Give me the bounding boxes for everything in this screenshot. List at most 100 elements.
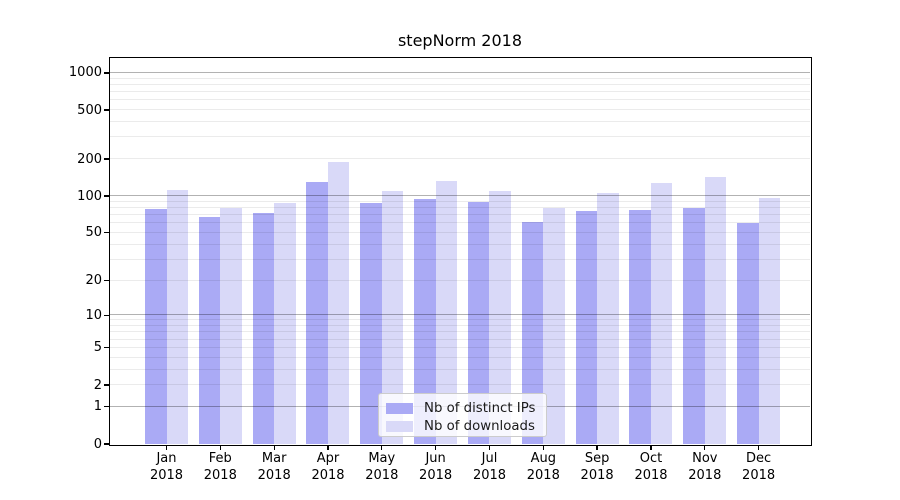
gridline-minor-2 [110,384,810,385]
gridline-minor-500 [110,109,810,111]
x-tick-mark-nov [704,445,706,450]
y-tick-label-0: 0 [93,436,102,452]
gridline-minor-200 [110,158,810,160]
bar-ips-apr [306,182,328,444]
y-tick-label-1: 1 [93,399,102,415]
x-tick-mark-may [381,445,383,450]
x-tick-mark-sep [596,445,598,450]
bar-ips-mar [252,212,275,444]
bar-downloads-nov [704,177,727,444]
gridline-minor-800 [110,83,810,85]
x-tick-label-mar: Mar 2018 [257,451,291,483]
gridline-major-10 [110,314,810,316]
y-tick-mark-500 [104,109,109,111]
gridline-minor-400 [110,121,810,122]
x-tick-label-oct: Oct 2018 [634,451,668,483]
y-tick-label-20: 20 [85,273,102,288]
gridline-minor-70 [110,214,810,215]
gridline-minor-3 [110,368,810,370]
x-tick-mark-dec [757,445,760,450]
x-tick-label-may: May 2018 [365,451,399,483]
bar-downloads-aug [543,208,565,444]
legend: Nb of distinct IPs Nb of downloads [378,393,547,437]
legend-label-downloads: Nb of downloads [424,418,535,434]
x-tick-label-jan: Jan 2018 [149,451,184,483]
gridline-minor-300 [110,136,810,138]
bars-layer [110,58,810,444]
gridline-major-100 [110,194,810,197]
y-tick-label-10: 10 [85,307,102,323]
gridline-minor-50 [110,231,810,233]
gridline-minor-9 [110,319,810,321]
bar-downloads-feb [220,208,242,444]
y-tick-mark-50 [104,232,109,234]
y-tick-label-5: 5 [93,340,102,356]
bar-ips-oct [629,210,651,444]
bar-downloads-mar [274,202,296,444]
x-tick-label-nov: Nov 2018 [688,451,722,483]
y-tick-mark-10 [104,314,109,316]
x-tick-mark-jan [165,445,168,450]
bar-ips-jun [414,199,436,444]
bar-downloads-jan [166,189,188,444]
y-tick-mark-0 [104,443,109,445]
x-tick-mark-oct [650,445,652,450]
legend-label-distinct-ips: Nb of distinct IPs [424,400,536,416]
gridline-major-1000 [110,71,810,73]
x-tick-mark-jul [488,445,491,450]
bar-ips-dec [737,223,759,444]
bar-downloads-oct [650,183,673,444]
legend-swatch-distinct-ips [386,402,413,414]
gridline-minor-30 [110,258,810,260]
y-tick-label-200: 200 [77,151,102,167]
y-tick-mark-200 [104,158,109,160]
gridline-minor-6 [110,338,810,340]
gridline-minor-90 [110,200,810,202]
y-tick-mark-5 [104,347,109,349]
bar-downloads-jul [489,190,511,444]
bar-downloads-sep [597,192,619,444]
bar-downloads-apr [327,161,350,444]
chart-title: stepNorm 2018 [397,31,523,50]
legend-item-distinct-ips: Nb of distinct IPs [386,400,546,416]
gridline-minor-8 [110,325,810,326]
bar-ips-aug [521,222,544,444]
legend-item-downloads: Nb of downloads [386,418,546,434]
x-tick-label-jun: Jun 2018 [419,451,453,483]
gridline-minor-80 [110,207,810,208]
gridline-minor-5 [110,346,810,348]
bar-ips-jan [145,209,167,444]
gridline-minor-700 [110,91,810,92]
x-tick-label-jul: Jul 2018 [472,451,507,483]
y-tick-label-2: 2 [93,377,102,393]
y-tick-mark-2 [104,384,109,386]
plot-area [108,56,812,446]
gridline-minor-900 [110,77,810,79]
x-tick-mark-mar [273,445,275,450]
bar-ips-feb [198,217,221,444]
y-tick-mark-1000 [104,72,109,74]
bar-ips-sep [575,211,598,444]
x-tick-label-apr: Apr 2018 [311,451,345,483]
grid-layer [110,58,810,444]
y-tick-label-1000: 1000 [68,65,102,81]
x-tick-label-dec: Dec 2018 [742,451,776,483]
bar-downloads-may [381,190,404,444]
bar-downloads-dec [758,198,781,444]
x-tick-label-aug: Aug 2018 [526,451,560,483]
gridline-minor-20 [110,279,810,281]
y-tick-label-100: 100 [77,188,102,204]
bar-ips-jul [467,202,490,444]
y-tick-label-50: 50 [85,225,102,241]
x-tick-mark-jun [434,445,437,450]
x-tick-mark-apr [327,445,329,450]
bar-ips-may [360,202,382,444]
y-tick-mark-100 [104,195,109,197]
y-tick-mark-20 [104,279,109,282]
x-tick-mark-aug [542,445,544,450]
gridline-minor-600 [110,99,810,101]
y-tick-mark-1 [104,406,109,408]
x-tick-label-feb: Feb 2018 [203,451,237,483]
bar-ips-nov [683,208,705,444]
